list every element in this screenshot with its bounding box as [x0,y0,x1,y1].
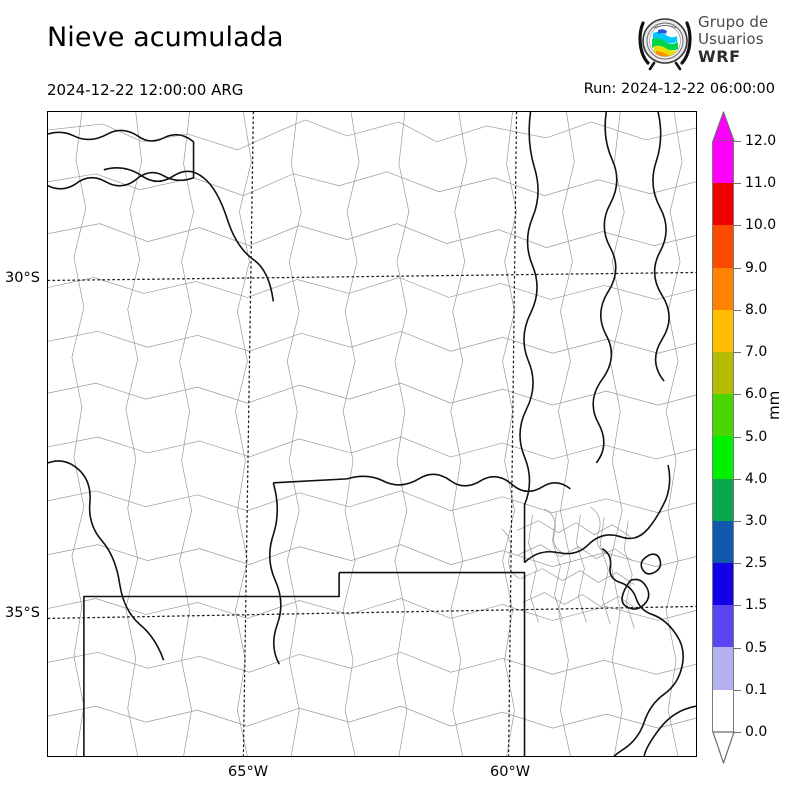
colorbar-tick [734,732,741,733]
page-title: Nieve acumulada [47,22,284,53]
colorbar-tick [734,225,741,227]
colorbar-tick-label: 11.0 [745,175,777,192]
colorbar-band [713,225,733,268]
map-plot-area[interactable] [47,111,697,757]
colorbar-tick-label: 10.0 [745,217,777,234]
colorbar-tick-label: 6.0 [745,386,768,403]
colorbar-tick [734,436,741,438]
logo-text: Grupo de Usuarios WRF [698,13,769,66]
colorbar-tick [734,605,741,607]
colorbar-band [713,183,733,226]
colorbar-tick [734,352,741,354]
colorbar-band [713,352,733,395]
colorbar-tick [734,563,741,565]
colorbar-band [713,689,733,732]
colorbar-unit-label: mm [765,390,783,420]
colorbar-tick-label: 2.5 [745,555,768,572]
colorbar-tick-label: 4.0 [745,470,768,487]
colorbar-tick [734,183,741,185]
colorbar-tick-label: 0.1 [745,681,768,698]
colorbar-tick-label: 5.0 [745,428,768,445]
colorbar-over-arrow [711,111,735,142]
colorbar-tick [734,141,741,142]
colorbar-band [713,647,733,690]
colorbar-band [713,563,733,606]
colorbar-band [713,394,733,437]
colorbar-tick-label: 9.0 [745,259,768,276]
longitude-60w-line [507,112,518,756]
axis-label-lon-65w: 65°W [228,764,269,780]
colorbar-band [713,267,733,310]
logo-line-1: Grupo de [698,13,769,31]
colorbar-tick [734,647,741,649]
colorbar-tick [734,689,741,691]
colorbar-band [713,309,733,353]
department-boundaries [48,112,696,756]
colorbar-tick-label: 7.0 [745,344,768,361]
graticule-lines [48,112,696,756]
colorbar-tick [734,309,741,311]
colorbar-tick [734,478,741,480]
colorbar-tick-label: 12.0 [745,133,777,149]
colorbar-band [713,605,733,648]
map-geography [48,112,696,756]
colorbar-tick [734,394,741,396]
logo-line-3: WRF [698,47,741,66]
wrf-user-group-logo: Grupo de Usuarios WRF [636,12,800,74]
colorbar[interactable]: 0.0 0.1 0.5 1.5 2.5 3.0 4.0 5.0 6.0 7.0 8.0 9.0 10.0… [711,111,776,764]
colorbar-tick-label: 0.0 [745,724,768,740]
colorbar-band [713,141,733,184]
province-boundaries [48,112,696,756]
colorbar-tick-label: 8.0 [745,301,768,318]
colorbar-under-arrow [711,731,735,764]
colorbar-band [713,436,733,479]
logo-line-2: Usuarios [698,30,764,48]
colorbar-tick-label: 0.5 [745,639,768,656]
axis-label-lon-60w: 60°W [490,764,531,780]
axis-label-lat-35s: 35°S [5,605,40,621]
colorbar-band [713,520,733,564]
colorbar-tick-label: 1.5 [745,597,768,614]
colorbar-tick [734,267,741,269]
colorbar-tick [734,520,741,522]
colorbar-bands [712,141,734,732]
latitude-35s-line [48,605,696,620]
valid-time-label: 2024-12-22 12:00:00 ARG [47,81,244,99]
globe-emblem-icon [638,18,692,71]
colorbar-band [713,478,733,521]
latitude-30s-line [48,271,696,282]
axis-label-lat-30s: 30°S [5,270,40,286]
colorbar-tick-label: 3.0 [745,512,768,529]
run-time-label: Run: 2024-12-22 06:00:00 [583,81,775,97]
